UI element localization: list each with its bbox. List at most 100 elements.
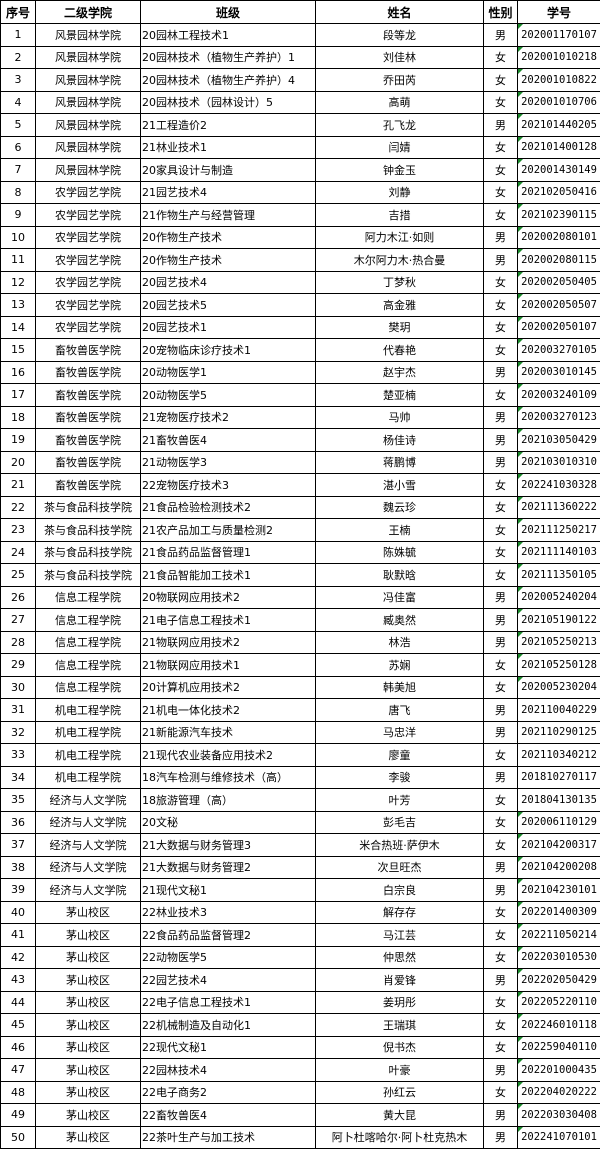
cell-student-id[interactable]: 202101440205 bbox=[517, 113, 600, 137]
cell-gender[interactable]: 女 bbox=[483, 495, 518, 519]
cell-gender[interactable]: 男 bbox=[483, 698, 518, 722]
cell-class[interactable]: 21机电一体化技术2 bbox=[140, 698, 316, 722]
cell-gender[interactable]: 男 bbox=[483, 720, 518, 744]
cell-college[interactable]: 风景园林学院 bbox=[35, 158, 141, 182]
cell-class[interactable]: 21大数据与财务管理3 bbox=[140, 833, 316, 857]
cell-name[interactable]: 臧奥然 bbox=[315, 608, 484, 632]
cell-college[interactable]: 茅山校区 bbox=[35, 1125, 141, 1149]
cell-index[interactable]: 39 bbox=[0, 878, 36, 902]
cell-class[interactable]: 21工程造价2 bbox=[140, 113, 316, 137]
cell-student-id[interactable]: 201810270117 bbox=[517, 765, 600, 789]
cell-student-id[interactable]: 202259040110 bbox=[517, 1035, 600, 1059]
cell-gender[interactable]: 男 bbox=[483, 878, 518, 902]
cell-name[interactable]: 阿力木江·如则 bbox=[315, 225, 484, 249]
cell-student-id[interactable]: 202246010118 bbox=[517, 1013, 600, 1037]
cell-student-id[interactable]: 202102050416 bbox=[517, 180, 600, 204]
cell-gender[interactable]: 女 bbox=[483, 788, 518, 812]
cell-index[interactable]: 3 bbox=[0, 68, 36, 92]
cell-gender[interactable]: 女 bbox=[483, 990, 518, 1014]
cell-class[interactable]: 22动物医学5 bbox=[140, 945, 316, 969]
cell-index[interactable]: 4 bbox=[0, 90, 36, 114]
cell-college[interactable]: 机电工程学院 bbox=[35, 743, 141, 767]
cell-class[interactable]: 21新能源汽车技术 bbox=[140, 720, 316, 744]
cell-student-id[interactable]: 202105250128 bbox=[517, 653, 600, 677]
cell-college[interactable]: 畜牧兽医学院 bbox=[35, 360, 141, 384]
cell-college[interactable]: 茅山校区 bbox=[35, 1013, 141, 1037]
cell-gender[interactable]: 女 bbox=[483, 675, 518, 699]
cell-index[interactable]: 46 bbox=[0, 1035, 36, 1059]
cell-class[interactable]: 20作物生产技术 bbox=[140, 225, 316, 249]
cell-student-id[interactable]: 202001430149 bbox=[517, 158, 600, 182]
cell-gender[interactable]: 女 bbox=[483, 293, 518, 317]
cell-class[interactable]: 22林业技术3 bbox=[140, 900, 316, 924]
cell-name[interactable]: 湛小雪 bbox=[315, 473, 484, 497]
cell-index[interactable]: 1 bbox=[0, 23, 36, 47]
cell-name[interactable]: 仲思然 bbox=[315, 945, 484, 969]
cell-name[interactable]: 阿卜杜喀哈尔·阿卜杜克热木 bbox=[315, 1125, 484, 1149]
cell-index[interactable]: 11 bbox=[0, 248, 36, 272]
cell-college[interactable]: 茅山校区 bbox=[35, 1080, 141, 1104]
cell-student-id[interactable]: 202111250217 bbox=[517, 518, 600, 542]
cell-student-id[interactable]: 202241030328 bbox=[517, 473, 600, 497]
cell-index[interactable]: 45 bbox=[0, 1013, 36, 1037]
cell-gender[interactable]: 女 bbox=[483, 923, 518, 947]
cell-class[interactable]: 20物联网应用技术2 bbox=[140, 585, 316, 609]
cell-name[interactable]: 叶芳 bbox=[315, 788, 484, 812]
cell-class[interactable]: 22园林技术4 bbox=[140, 1058, 316, 1082]
cell-name[interactable]: 肖爱锋 bbox=[315, 968, 484, 992]
cell-name[interactable]: 解存存 bbox=[315, 900, 484, 924]
cell-index[interactable]: 13 bbox=[0, 293, 36, 317]
cell-index[interactable]: 31 bbox=[0, 698, 36, 722]
cell-class[interactable]: 22食品药品监督管理2 bbox=[140, 923, 316, 947]
cell-name[interactable]: 高金雅 bbox=[315, 293, 484, 317]
cell-name[interactable]: 代春艳 bbox=[315, 338, 484, 362]
cell-college[interactable]: 信息工程学院 bbox=[35, 585, 141, 609]
cell-gender[interactable]: 女 bbox=[483, 68, 518, 92]
cell-name[interactable]: 韩美旭 bbox=[315, 675, 484, 699]
cell-college[interactable]: 农学园艺学院 bbox=[35, 315, 141, 339]
cell-name[interactable]: 姜玥彤 bbox=[315, 990, 484, 1014]
cell-class[interactable]: 21物联网应用技术1 bbox=[140, 653, 316, 677]
cell-name[interactable]: 叶豪 bbox=[315, 1058, 484, 1082]
cell-gender[interactable]: 女 bbox=[483, 810, 518, 834]
cell-student-id[interactable]: 202002050507 bbox=[517, 293, 600, 317]
cell-name[interactable]: 乔田芮 bbox=[315, 68, 484, 92]
cell-college[interactable]: 信息工程学院 bbox=[35, 653, 141, 677]
cell-name[interactable]: 楚亚楠 bbox=[315, 383, 484, 407]
cell-index[interactable]: 30 bbox=[0, 675, 36, 699]
cell-gender[interactable]: 女 bbox=[483, 833, 518, 857]
cell-name[interactable]: 黄大昆 bbox=[315, 1103, 484, 1127]
cell-student-id[interactable]: 202102390115 bbox=[517, 203, 600, 227]
cell-student-id[interactable]: 202103050429 bbox=[517, 428, 600, 452]
cell-student-id[interactable]: 202002080115 bbox=[517, 248, 600, 272]
cell-class[interactable]: 20园林技术（植物生产养护）4 bbox=[140, 68, 316, 92]
cell-class[interactable]: 21食品检验检测技术2 bbox=[140, 495, 316, 519]
cell-student-id[interactable]: 202003270123 bbox=[517, 405, 600, 429]
cell-index[interactable]: 5 bbox=[0, 113, 36, 137]
cell-index[interactable]: 14 bbox=[0, 315, 36, 339]
cell-gender[interactable]: 女 bbox=[483, 45, 518, 69]
cell-student-id[interactable]: 202005230204 bbox=[517, 675, 600, 699]
cell-college[interactable]: 风景园林学院 bbox=[35, 90, 141, 114]
cell-class[interactable]: 20园艺技术1 bbox=[140, 315, 316, 339]
cell-name[interactable]: 彭毛吉 bbox=[315, 810, 484, 834]
cell-name[interactable]: 钟金玉 bbox=[315, 158, 484, 182]
cell-name[interactable]: 李骏 bbox=[315, 765, 484, 789]
cell-student-id[interactable]: 202241070101 bbox=[517, 1125, 600, 1149]
cell-student-id[interactable]: 202002050107 bbox=[517, 315, 600, 339]
cell-gender[interactable]: 男 bbox=[483, 248, 518, 272]
cell-student-id[interactable]: 202002050405 bbox=[517, 270, 600, 294]
cell-class[interactable]: 20园林技术（园林设计）5 bbox=[140, 90, 316, 114]
cell-index[interactable]: 42 bbox=[0, 945, 36, 969]
cell-index[interactable]: 33 bbox=[0, 743, 36, 767]
cell-gender[interactable]: 男 bbox=[483, 630, 518, 654]
cell-student-id[interactable]: 202105250213 bbox=[517, 630, 600, 654]
cell-name[interactable]: 赵宇杰 bbox=[315, 360, 484, 384]
cell-student-id[interactable]: 202101400128 bbox=[517, 135, 600, 159]
cell-index[interactable]: 35 bbox=[0, 788, 36, 812]
cell-class[interactable]: 21农产品加工与质量检测2 bbox=[140, 518, 316, 542]
cell-gender[interactable]: 男 bbox=[483, 968, 518, 992]
cell-gender[interactable]: 女 bbox=[483, 1035, 518, 1059]
cell-student-id[interactable]: 202201400309 bbox=[517, 900, 600, 924]
cell-index[interactable]: 21 bbox=[0, 473, 36, 497]
